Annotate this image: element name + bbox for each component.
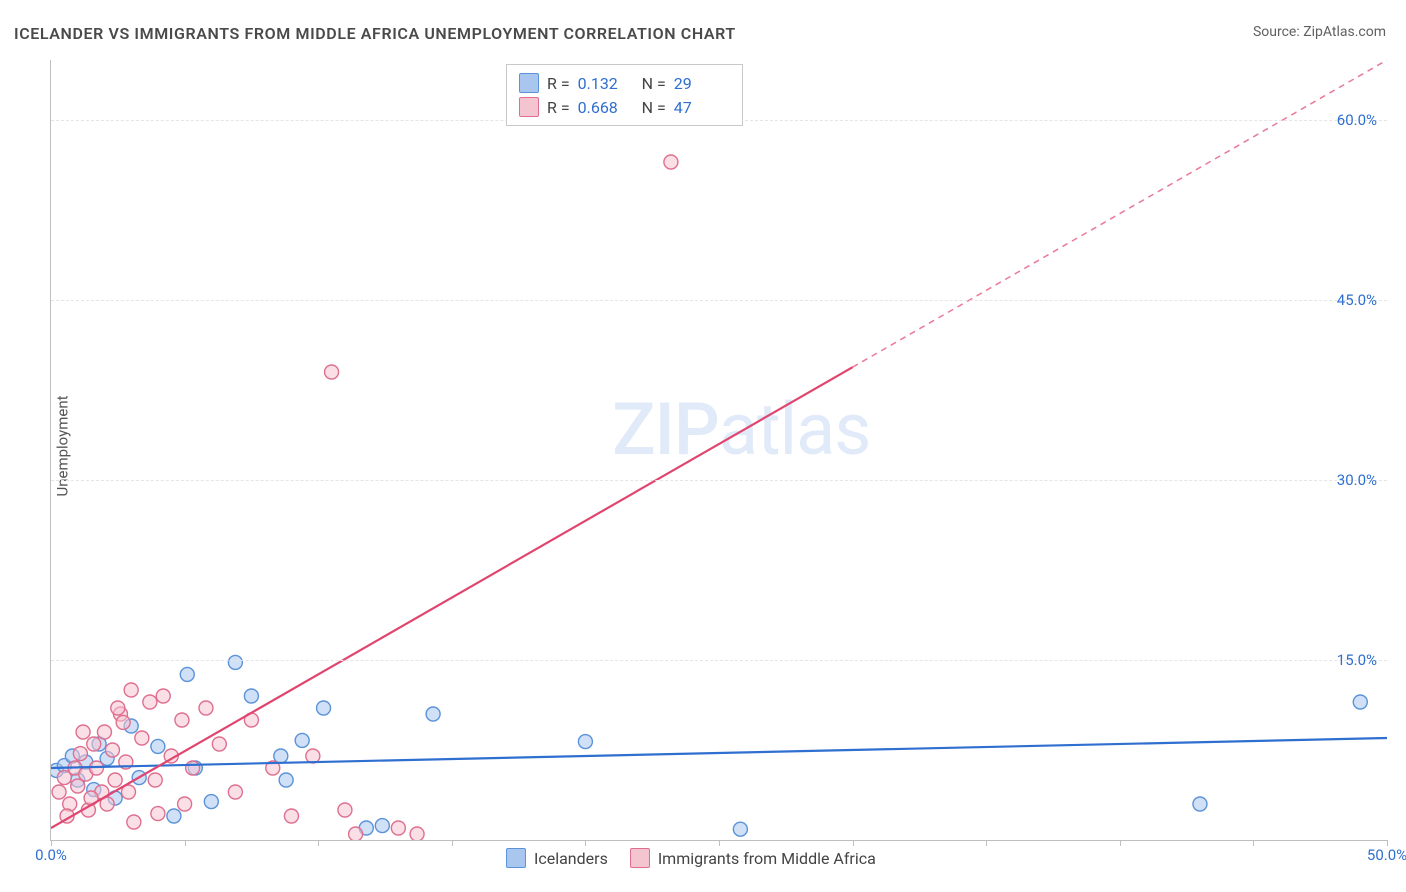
- legend-r-label: R =: [547, 98, 570, 117]
- legend-stats: R = 0.132 N = 29 R = 0.668 N = 47: [506, 64, 743, 126]
- data-point: [228, 785, 242, 799]
- legend-swatch: [506, 848, 526, 868]
- legend-n-value: 47: [674, 98, 730, 117]
- data-point: [71, 779, 85, 793]
- data-point: [410, 827, 424, 840]
- legend-series-label: Immigrants from Middle Africa: [658, 849, 876, 868]
- x-tick: [1120, 840, 1121, 846]
- data-point: [426, 707, 440, 721]
- data-point: [156, 689, 170, 703]
- data-point: [284, 809, 298, 823]
- legend-swatch: [519, 97, 539, 117]
- data-point: [111, 701, 125, 715]
- data-point: [151, 807, 165, 821]
- y-tick-label: 30.0%: [1337, 471, 1377, 489]
- data-point: [1193, 797, 1207, 811]
- y-tick-label: 15.0%: [1337, 651, 1377, 669]
- data-point: [76, 725, 90, 739]
- data-point: [148, 773, 162, 787]
- data-point: [244, 689, 258, 703]
- x-tick: [853, 840, 854, 846]
- data-point: [279, 773, 293, 787]
- data-point: [199, 701, 213, 715]
- plot-area: ZIPatlas 15.0%30.0%45.0%60.0%0.0%50.0% R…: [50, 60, 1387, 841]
- legend-r-value: 0.132: [578, 74, 634, 93]
- data-point: [664, 155, 678, 169]
- data-point: [338, 803, 352, 817]
- data-point: [212, 737, 226, 751]
- legend-r-value: 0.668: [578, 98, 634, 117]
- y-tick-label: 45.0%: [1337, 291, 1377, 309]
- x-tick-label: 50.0%: [1367, 846, 1406, 864]
- data-point: [733, 822, 747, 836]
- x-tick: [318, 840, 319, 846]
- x-tick: [452, 840, 453, 846]
- x-tick: [986, 840, 987, 846]
- x-tick: [1253, 840, 1254, 846]
- data-point: [375, 819, 389, 833]
- data-point: [180, 667, 194, 681]
- legend-stat-row: R = 0.668 N = 47: [519, 95, 730, 119]
- data-point: [1353, 695, 1367, 709]
- legend-series-label: Icelanders: [534, 849, 608, 868]
- legend-n-label: N =: [642, 74, 666, 93]
- legend-series: Icelanders Immigrants from Middle Africa: [506, 848, 876, 868]
- x-tick: [585, 840, 586, 846]
- data-point: [143, 695, 157, 709]
- gridline: [51, 300, 1387, 301]
- regression-line: [51, 738, 1387, 768]
- data-point: [105, 743, 119, 757]
- legend-series-item: Immigrants from Middle Africa: [630, 848, 876, 868]
- data-point: [228, 655, 242, 669]
- data-point: [325, 365, 339, 379]
- legend-n-value: 29: [674, 74, 730, 93]
- data-point: [124, 683, 138, 697]
- x-tick-label: 0.0%: [35, 846, 67, 864]
- regression-line-dashed: [853, 60, 1387, 367]
- data-point: [116, 715, 130, 729]
- legend-series-item: Icelanders: [506, 848, 608, 868]
- data-point: [204, 795, 218, 809]
- y-tick-label: 60.0%: [1337, 111, 1377, 129]
- data-point: [73, 747, 87, 761]
- data-point: [87, 737, 101, 751]
- data-point: [167, 809, 181, 823]
- data-point: [175, 713, 189, 727]
- data-point: [391, 821, 405, 835]
- legend-r-label: R =: [547, 74, 570, 93]
- x-tick: [185, 840, 186, 846]
- data-point: [52, 785, 66, 799]
- source-label: Source: ZipAtlas.com: [1253, 24, 1386, 40]
- chart-title: ICELANDER VS IMMIGRANTS FROM MIDDLE AFRI…: [14, 24, 736, 43]
- data-point: [306, 749, 320, 763]
- data-point: [135, 731, 149, 745]
- gridline: [51, 480, 1387, 481]
- chart-container: ICELANDER VS IMMIGRANTS FROM MIDDLE AFRI…: [0, 0, 1406, 892]
- data-point: [317, 701, 331, 715]
- legend-stat-row: R = 0.132 N = 29: [519, 71, 730, 95]
- data-point: [578, 735, 592, 749]
- legend-swatch: [630, 848, 650, 868]
- data-point: [349, 827, 363, 840]
- legend-swatch: [519, 73, 539, 93]
- plot-svg: [51, 60, 1387, 840]
- data-point: [186, 761, 200, 775]
- data-point: [178, 797, 192, 811]
- data-point: [295, 733, 309, 747]
- data-point: [108, 773, 122, 787]
- legend-n-label: N =: [642, 98, 666, 117]
- data-point: [274, 749, 288, 763]
- data-point: [127, 815, 141, 829]
- x-tick: [719, 840, 720, 846]
- gridline: [51, 660, 1387, 661]
- data-point: [97, 725, 111, 739]
- data-point: [151, 739, 165, 753]
